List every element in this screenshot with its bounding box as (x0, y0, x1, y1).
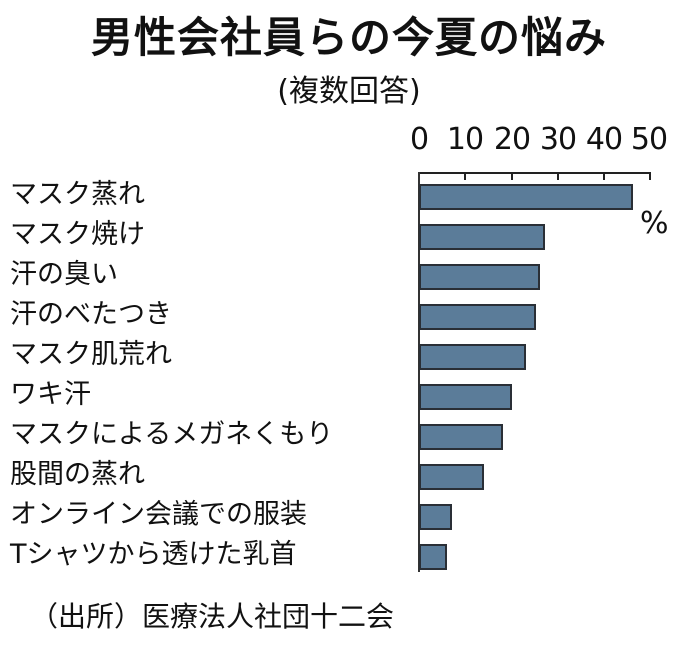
bar-row: オンライン会議での服装 (0, 498, 698, 538)
bar-row: マスク蒸れ (0, 178, 698, 218)
bar-row: マスクによるメガネくもり (0, 418, 698, 458)
category-label: 汗の臭い (10, 259, 118, 290)
tick-mark (603, 172, 605, 180)
bar (419, 344, 526, 370)
bar (419, 264, 540, 290)
category-label: 股間の蒸れ (10, 459, 145, 490)
y-axis-line (418, 172, 420, 572)
tick-label: 10 (446, 122, 484, 157)
bar (419, 544, 447, 570)
bar-row: 股間の蒸れ (0, 458, 698, 498)
chart-title: 男性会社員らの今夏の悩み (90, 13, 607, 62)
category-label: ワキ汗 (10, 379, 91, 410)
tick-mark (557, 172, 559, 180)
chart-subtitle: (複数回答) (277, 74, 421, 109)
bar-row: 汗のべたつき (0, 298, 698, 338)
source-note: （出所）医療法人社団十二会 (30, 600, 395, 633)
x-axis-line (418, 172, 651, 174)
tick-mark (464, 172, 466, 180)
bar (419, 424, 503, 450)
category-label: マスク肌荒れ (10, 339, 172, 370)
bar (419, 224, 545, 250)
category-label: 汗のべたつき (10, 299, 172, 330)
category-label: マスク焼け (10, 219, 145, 250)
tick-mark (511, 172, 513, 180)
bar-row: マスク焼け (0, 218, 698, 258)
x-axis-ticks: 0 10 20 30 40 50 (0, 122, 698, 162)
category-label: マスクによるメガネくもり (10, 419, 334, 450)
tick-label: 40 (585, 122, 623, 157)
bar (419, 184, 633, 210)
bar (419, 504, 452, 530)
category-label: マスク蒸れ (10, 179, 145, 210)
unit-label: % (640, 206, 669, 241)
bar (419, 304, 536, 330)
bar-row: ワキ汗 (0, 378, 698, 418)
bar-row: 汗の臭い (0, 258, 698, 298)
tick-label: 50 (630, 122, 668, 157)
tick-mark (649, 172, 651, 180)
category-label: オンライン会議での服装 (10, 499, 307, 530)
bar-row: マスク肌荒れ (0, 338, 698, 378)
bar (419, 384, 512, 410)
tick-label: 30 (539, 122, 577, 157)
bar-row: Tシャツから透けた乳首 (0, 538, 698, 578)
tick-label: 0 (409, 122, 429, 157)
tick-label: 20 (493, 122, 531, 157)
category-label: Tシャツから透けた乳首 (10, 539, 297, 570)
bar (419, 464, 484, 490)
